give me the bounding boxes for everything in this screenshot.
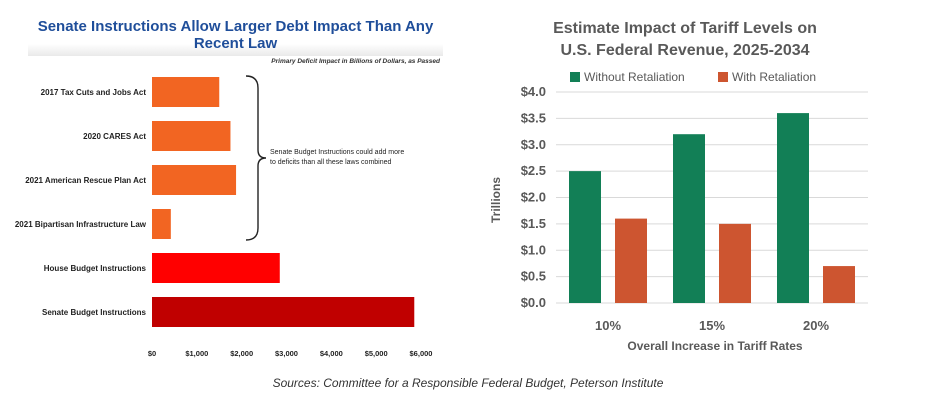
category-label: 2020 CARES Act	[83, 132, 146, 141]
category-label: House Budget Instructions	[44, 264, 147, 273]
x-tick-label: $0	[148, 349, 156, 358]
x-tick-label: $3,000	[275, 349, 298, 358]
y-tick-label: $1.5	[521, 216, 546, 231]
x-axis-label: Overall Increase in Tariff Rates	[627, 339, 803, 353]
y-tick-label: $3.5	[521, 110, 546, 125]
left-title-banner	[28, 44, 443, 56]
y-tick-label: $3.0	[521, 137, 546, 152]
bar-without-retaliation-20pct	[777, 113, 809, 303]
legend-swatch-1	[570, 72, 580, 82]
annotation-line-2: to deficits than all these laws combined	[270, 159, 392, 166]
y-tick-label: $0.0	[521, 295, 546, 310]
x-tick-label: $1,000	[185, 349, 208, 358]
bracket	[245, 75, 267, 241]
right-chart-svg: Without Retaliation With Retaliation $0.0 $…	[489, 70, 868, 353]
y-tick-label: $2.5	[521, 163, 546, 178]
bar-without-retaliation-15pct	[673, 134, 705, 303]
bar-with-retaliation-10pct	[615, 218, 647, 303]
bar-with-retaliation-15pct	[719, 223, 751, 303]
x-tick-label: $6,000	[410, 349, 433, 358]
bar-2017-tax-cuts-and-jobs-act	[152, 77, 220, 107]
bar-without-retaliation-10pct	[569, 171, 601, 303]
x-tick-label: $5,000	[365, 349, 388, 358]
bar-2021-american-rescue-plan-act	[152, 165, 237, 195]
legend-label-1: Without Retaliation	[584, 70, 685, 84]
y-tick-label: $0.5	[521, 269, 546, 284]
left-chart-svg: 2017 Tax Cuts and Jobs Act 2020 CARES Act…	[15, 75, 433, 358]
legend-swatch-2	[718, 72, 728, 82]
x-tick-label: 10%	[595, 318, 621, 333]
left-chart-subtitle: Primary Deficit Impact in Billions of Do…	[271, 58, 440, 65]
category-label: 2017 Tax Cuts and Jobs Act	[41, 88, 147, 97]
legend-label-2: With Retaliation	[732, 70, 816, 84]
x-tick-label: 20%	[803, 318, 829, 333]
x-tick-label: 15%	[699, 318, 725, 333]
left-chart-title: Senate Instructions Allow Larger Debt Im…	[37, 18, 434, 52]
y-tick-label: $2.0	[521, 190, 546, 205]
category-label: Senate Budget Instructions	[42, 308, 147, 317]
right-chart-title-line1: Estimate Impact of Tariff Levels on	[553, 20, 817, 37]
x-tick-label: $4,000	[320, 349, 343, 358]
annotation-line-1: Senate Budget Instructions could add mor…	[270, 149, 404, 156]
bar-senate-budget-instructions	[152, 297, 415, 327]
bar-house-budget-instructions	[152, 253, 280, 283]
source-note: Sources: Committee for a Responsible Fed…	[272, 376, 664, 390]
y-tick-label: $4.0	[521, 84, 546, 99]
category-label: 2021 American Rescue Plan Act	[25, 176, 146, 185]
bar-2021-bipartisan-infrastructure-law	[152, 209, 171, 239]
category-label: 2021 Bipartisan Infrastructure Law	[15, 220, 147, 229]
x-tick-label: $2,000	[230, 349, 253, 358]
y-tick-label: $1.0	[521, 242, 546, 257]
left-chart-panel: Senate Instructions Allow Larger Debt Im…	[0, 0, 450, 360]
y-axis-label: Trillions	[489, 177, 503, 223]
bar-with-retaliation-20pct	[823, 266, 855, 303]
bar-2020-cares-act	[152, 121, 231, 151]
right-chart-title-line2: U.S. Federal Revenue, 2025-2034	[560, 42, 810, 59]
